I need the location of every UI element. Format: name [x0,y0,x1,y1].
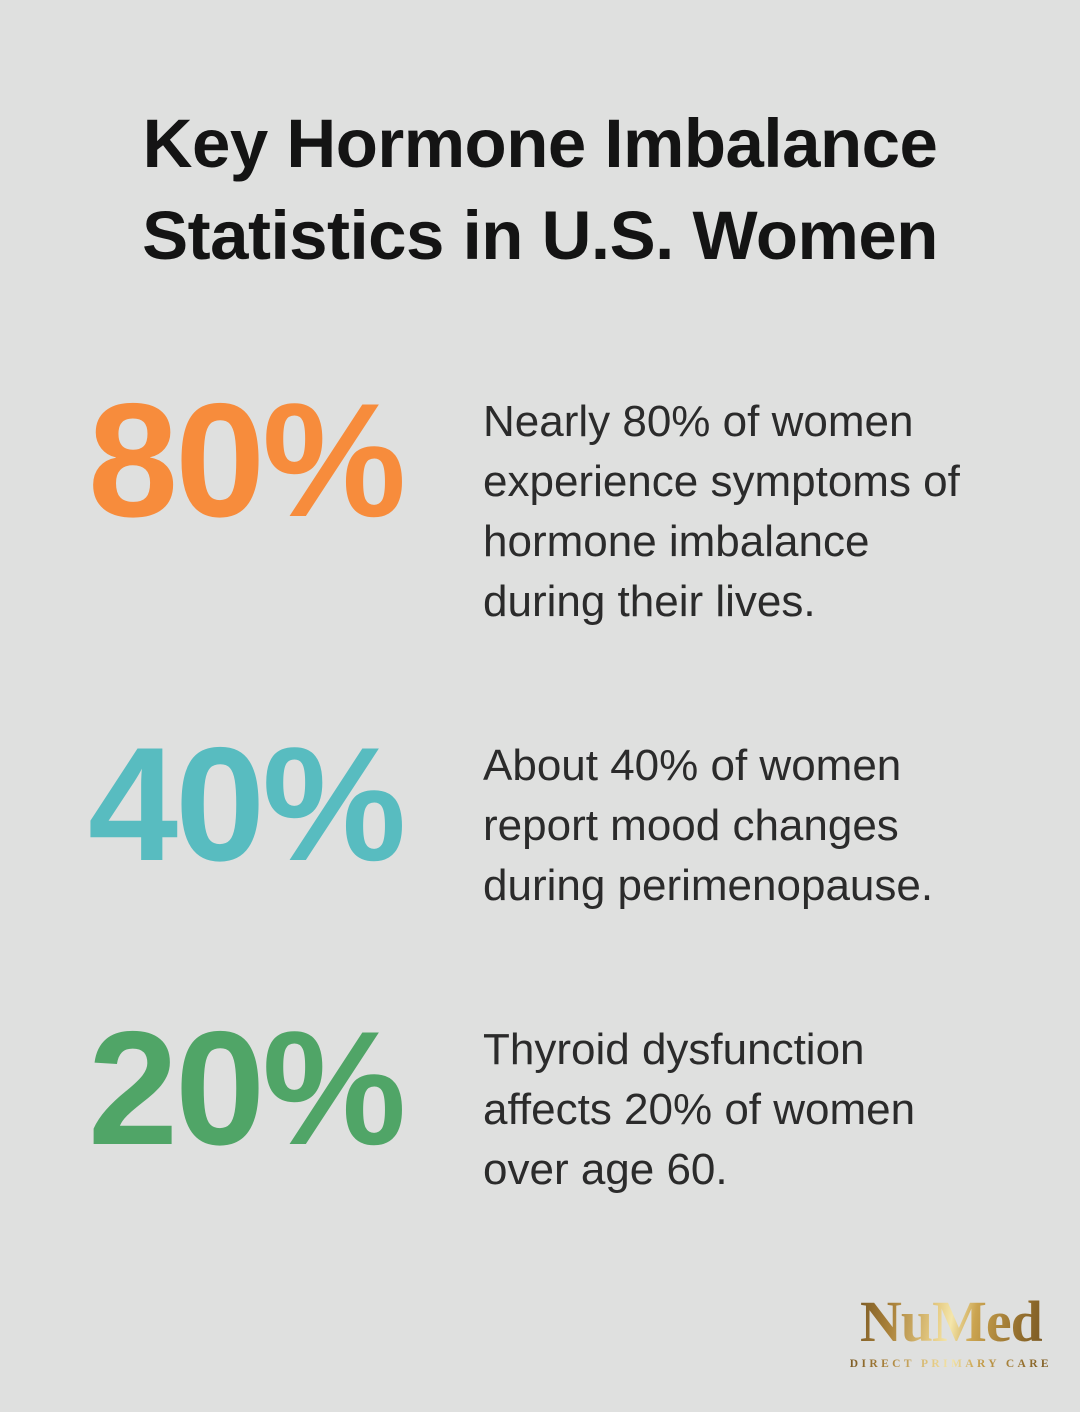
stats-list: 80% Nearly 80% of women experience sympt… [0,370,1080,1200]
stat-value-40: 40% [88,714,406,895]
brand-name: NuMed [859,1289,1042,1354]
stat-description-40: About 40% of women report mood changes d… [483,741,934,910]
stat-value-80: 80% [88,370,406,551]
brand-wordmark: NuMed ® [860,1293,1042,1351]
registered-trademark-icon: ® [1035,1284,1046,1299]
brand-tagline: DIRECT PRIMARY CARE [849,1358,1052,1370]
brand-logo: NuMed ® DIRECT PRIMARY CARE [850,1293,1052,1370]
stat-row-20-percent: 20% Thyroid dysfunction affects 20% of w… [88,998,1020,1200]
stat-row-40-percent: 40% About 40% of women report mood chang… [88,714,1020,916]
stat-description-20: Thyroid dysfunction affects 20% of women… [483,1025,916,1194]
page-title: Key Hormone Imbalance Statistics in U.S.… [0,0,1080,282]
stat-row-80-percent: 80% Nearly 80% of women experience sympt… [88,370,1020,632]
title-line-1: Key Hormone Imbalance [142,105,938,182]
stat-description-80: Nearly 80% of women experience symptoms … [483,397,960,626]
title-line-2: Statistics in U.S. Women [142,197,938,274]
stat-value-20: 20% [88,998,406,1179]
